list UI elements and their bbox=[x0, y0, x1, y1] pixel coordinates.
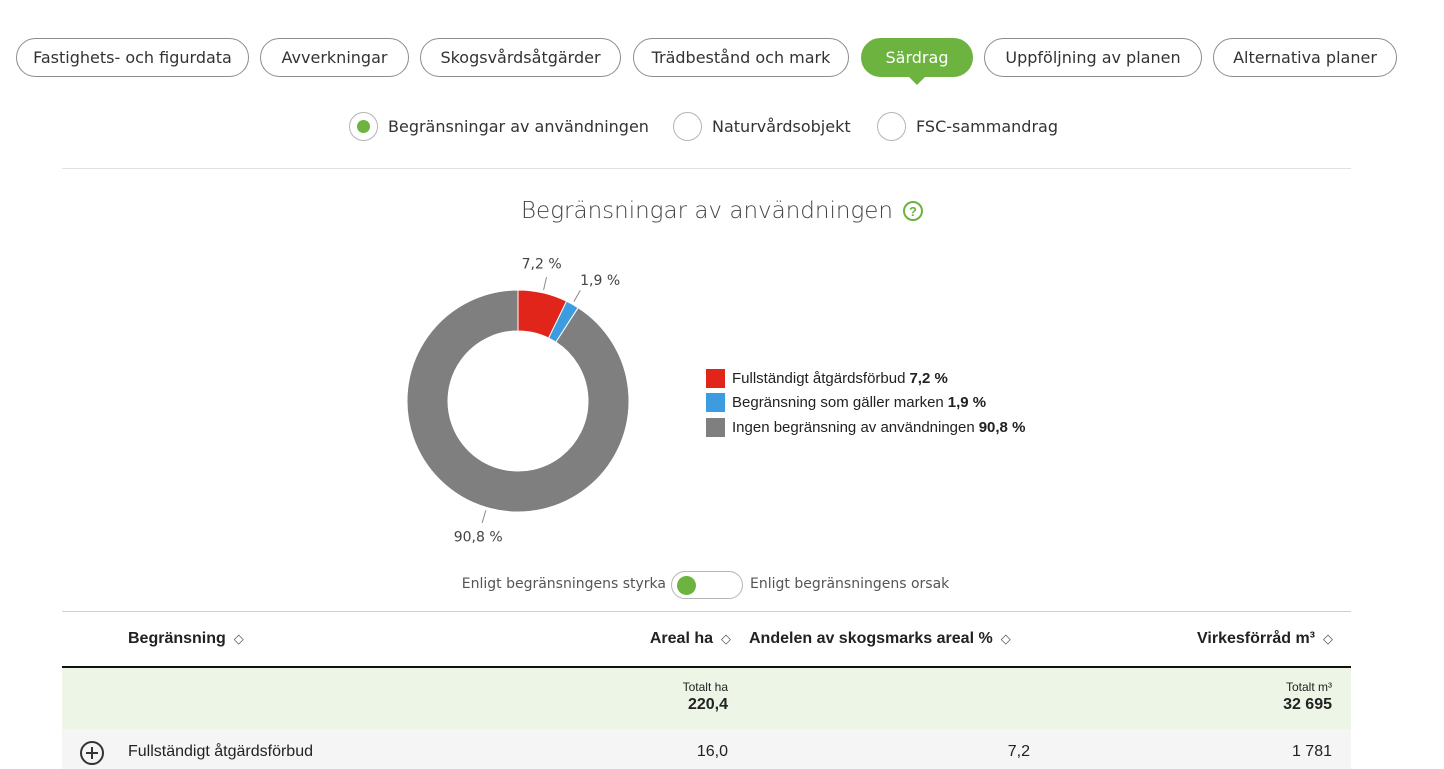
cell-area: 16,0 bbox=[696, 743, 728, 760]
chart-legend: Fullständigt åtgärdsförbud 7,2 % Begräns… bbox=[706, 366, 1025, 440]
tab-label: Alternativa planer bbox=[1233, 48, 1377, 67]
cell-restriction: Fullständigt åtgärdsförbud bbox=[128, 743, 313, 760]
slice-label: 7,2 % bbox=[522, 257, 562, 273]
tab-alternative-plans[interactable]: Alternativa planer bbox=[1213, 38, 1397, 77]
tab-plan-followup[interactable]: Uppföljning av planen bbox=[984, 38, 1202, 77]
radio-indicator[interactable] bbox=[673, 111, 702, 141]
slice-leader-line bbox=[481, 510, 487, 523]
grouping-toggle[interactable] bbox=[671, 571, 743, 599]
toggle-left-label[interactable]: Enligt begränsningens styrka bbox=[461, 576, 666, 592]
totals-row: Totalt ha 220,4 Totalt m³ 32 695 bbox=[62, 668, 1351, 729]
radio-usage-restrictions[interactable]: Begränsningar av användningen bbox=[349, 110, 649, 142]
legend-item: Begränsning som gäller marken 1,9 % bbox=[706, 391, 1025, 416]
radio-label: FSC-sammandrag bbox=[916, 116, 1058, 136]
column-header-volume[interactable]: Virkesförråd m³ ◇ bbox=[1197, 630, 1333, 648]
total-volume-label: Totalt m³ bbox=[1285, 680, 1332, 694]
chart-header: Begränsningar av användningen ? bbox=[0, 193, 1444, 229]
donut-slice[interactable] bbox=[406, 289, 630, 513]
expand-plus-icon[interactable] bbox=[80, 741, 104, 765]
legend-item: Fullständigt åtgärdsförbud 7,2 % bbox=[706, 366, 1025, 391]
column-header-area[interactable]: Areal ha ◇ bbox=[650, 630, 731, 648]
total-volume-value: 32 695 bbox=[1283, 696, 1332, 713]
tab-fellings[interactable]: Avverkningar bbox=[260, 38, 409, 77]
toggle-right-label[interactable]: Enligt begränsningens orsak bbox=[750, 576, 950, 592]
radio-label: Naturvårdsobjekt bbox=[712, 116, 851, 136]
restrictions-table: Begränsning ◇ Areal ha ◇ Andelen av skogsm… bbox=[62, 611, 1351, 769]
tab-label: Uppföljning av planen bbox=[1005, 48, 1181, 67]
toggle-knob bbox=[677, 576, 696, 595]
legend-value: 1,9 % bbox=[947, 394, 987, 412]
column-label: Virkesförråd m³ bbox=[1197, 630, 1315, 647]
total-area-value: 220,4 bbox=[687, 696, 728, 713]
cell-share: 7,2 bbox=[1007, 743, 1030, 760]
legend-label: Fullständigt åtgärdsförbud bbox=[732, 369, 906, 387]
radio-selected-indicator[interactable] bbox=[349, 111, 378, 141]
sort-icon[interactable]: ◇ bbox=[1000, 631, 1011, 646]
subview-radio-group: Begränsningar av användningen Naturvårds… bbox=[0, 110, 1444, 142]
cell-volume: 1 781 bbox=[1291, 743, 1332, 760]
legend-swatch-gray bbox=[706, 417, 725, 437]
column-label: Andelen av skogsmarks areal % bbox=[749, 630, 993, 647]
legend-value: 90,8 % bbox=[978, 418, 1026, 436]
slice-leader-line bbox=[543, 277, 547, 291]
column-label: Begränsning bbox=[128, 630, 226, 647]
sort-icon[interactable]: ◇ bbox=[233, 631, 244, 646]
slice-leader-line bbox=[573, 290, 581, 302]
question-circle-icon[interactable]: ? bbox=[902, 201, 923, 221]
radio-nature-objects[interactable]: Naturvårdsobjekt bbox=[673, 110, 851, 142]
grouping-toggle-row: Enligt begränsningens styrka Enligt begr… bbox=[0, 570, 1444, 600]
tab-label: Fastighets- och figurdata bbox=[33, 48, 232, 67]
tab-property-data[interactable]: Fastighets- och figurdata bbox=[16, 38, 249, 77]
total-area-label: Totalt ha bbox=[682, 680, 728, 694]
tab-label: Skogsvårdsåtgärder bbox=[440, 48, 601, 67]
sort-icon[interactable]: ◇ bbox=[721, 631, 731, 646]
tab-label: Avverkningar bbox=[281, 48, 388, 67]
total-area-cell: Totalt ha 220,4 bbox=[683, 680, 728, 714]
divider bbox=[62, 168, 1351, 169]
radio-indicator[interactable] bbox=[877, 111, 906, 141]
legend-label: Ingen begränsning av användningen bbox=[732, 418, 975, 436]
donut-chart: 7,2 % 1,9 % 90,8 % bbox=[406, 257, 630, 545]
slice-label: 1,9 % bbox=[580, 273, 620, 289]
chart-title: Begränsningar av användningen bbox=[521, 198, 893, 224]
radio-label: Begränsningar av användningen bbox=[388, 116, 649, 136]
tab-stand-and-land[interactable]: Trädbestånd och mark bbox=[633, 38, 849, 77]
tab-silviculture[interactable]: Skogsvårdsåtgärder bbox=[420, 38, 621, 77]
main-tabs: Fastighets- och figurdata Avverkningar S… bbox=[0, 38, 1444, 85]
column-header-share[interactable]: Andelen av skogsmarks areal % ◇ bbox=[749, 630, 1011, 648]
sort-icon[interactable]: ◇ bbox=[1323, 631, 1333, 646]
legend-swatch-red bbox=[706, 368, 725, 388]
legend-swatch-blue bbox=[706, 393, 725, 413]
table-row[interactable]: Fullständigt åtgärdsförbud 16,0 7,2 1 78… bbox=[62, 729, 1351, 769]
column-label: Areal ha bbox=[649, 630, 713, 647]
tab-label: Särdrag bbox=[885, 48, 949, 67]
column-header-restriction[interactable]: Begränsning ◇ bbox=[128, 630, 244, 648]
radio-fsc-summary[interactable]: FSC-sammandrag bbox=[877, 110, 1058, 142]
slice-label: 90,8 % bbox=[454, 529, 503, 545]
tab-special-features[interactable]: Särdrag bbox=[861, 38, 973, 85]
legend-value: 7,2 % bbox=[909, 369, 948, 387]
legend-label: Begränsning som gäller marken bbox=[732, 394, 944, 412]
table-header: Begränsning ◇ Areal ha ◇ Andelen av skogsm… bbox=[62, 611, 1351, 668]
tab-label: Trädbestånd och mark bbox=[651, 48, 831, 67]
legend-item: Ingen begränsning av användningen 90,8 % bbox=[706, 415, 1025, 440]
total-volume-cell: Totalt m³ 32 695 bbox=[1283, 680, 1332, 714]
